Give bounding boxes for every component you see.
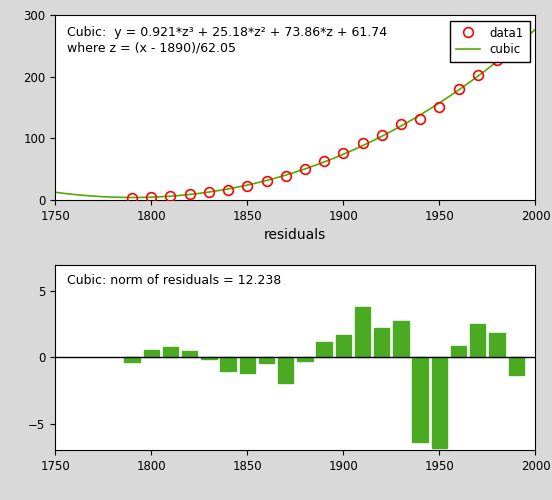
data1: [301, 166, 308, 172]
Line: cubic: cubic: [55, 29, 535, 198]
Bar: [297, 358, 312, 361]
Bar: [201, 358, 216, 359]
cubic: [522, 36, 528, 42]
X-axis label: residuals: residuals: [264, 228, 326, 242]
Text: Cubic:  y = 0.921*z³ + 25.18*z² + 73.86*z + 61.74
where z = (x - 1890)/62.05: Cubic: y = 0.921*z³ + 25.18*z² + 73.86*z…: [67, 26, 388, 54]
cubic: [532, 26, 539, 32]
data1: [321, 158, 327, 164]
data1: [205, 189, 212, 195]
Bar: [220, 358, 236, 370]
cubic: [312, 162, 319, 168]
cubic: [129, 194, 135, 200]
Bar: [336, 335, 351, 357]
Bar: [489, 333, 505, 357]
data1: [187, 191, 193, 197]
data1: [263, 178, 270, 184]
data1: [436, 104, 443, 110]
data1: [148, 194, 155, 200]
cubic: [281, 172, 288, 178]
Bar: [316, 342, 332, 357]
data1: [397, 122, 404, 128]
Bar: [393, 322, 408, 358]
data1: [129, 194, 135, 200]
cubic: [447, 93, 453, 99]
data1: [475, 72, 481, 78]
Bar: [182, 352, 198, 358]
data1: [455, 86, 462, 92]
Bar: [432, 358, 447, 448]
Bar: [470, 324, 486, 358]
cubic: [284, 172, 290, 177]
Bar: [355, 307, 370, 358]
data1: [359, 140, 366, 146]
Bar: [508, 358, 524, 375]
Bar: [240, 358, 255, 372]
data1: [417, 116, 423, 122]
data1: [513, 44, 519, 50]
Bar: [124, 358, 140, 362]
Bar: [412, 358, 428, 442]
Text: Cubic: norm of residuals = 12.238: Cubic: norm of residuals = 12.238: [67, 274, 282, 287]
data1: [493, 58, 500, 64]
Line: data1: data1: [127, 42, 521, 202]
data1: [167, 192, 174, 198]
data1: [379, 132, 385, 138]
Legend: data1, cubic: data1, cubic: [450, 21, 529, 62]
Bar: [259, 358, 274, 363]
Bar: [163, 347, 178, 358]
data1: [225, 186, 231, 192]
data1: [340, 150, 347, 156]
Bar: [451, 346, 466, 358]
Bar: [144, 350, 159, 358]
cubic: [52, 190, 59, 196]
data1: [244, 183, 251, 189]
cubic: [339, 152, 346, 158]
data1: [283, 174, 289, 180]
Bar: [374, 328, 390, 358]
Bar: [278, 358, 294, 383]
